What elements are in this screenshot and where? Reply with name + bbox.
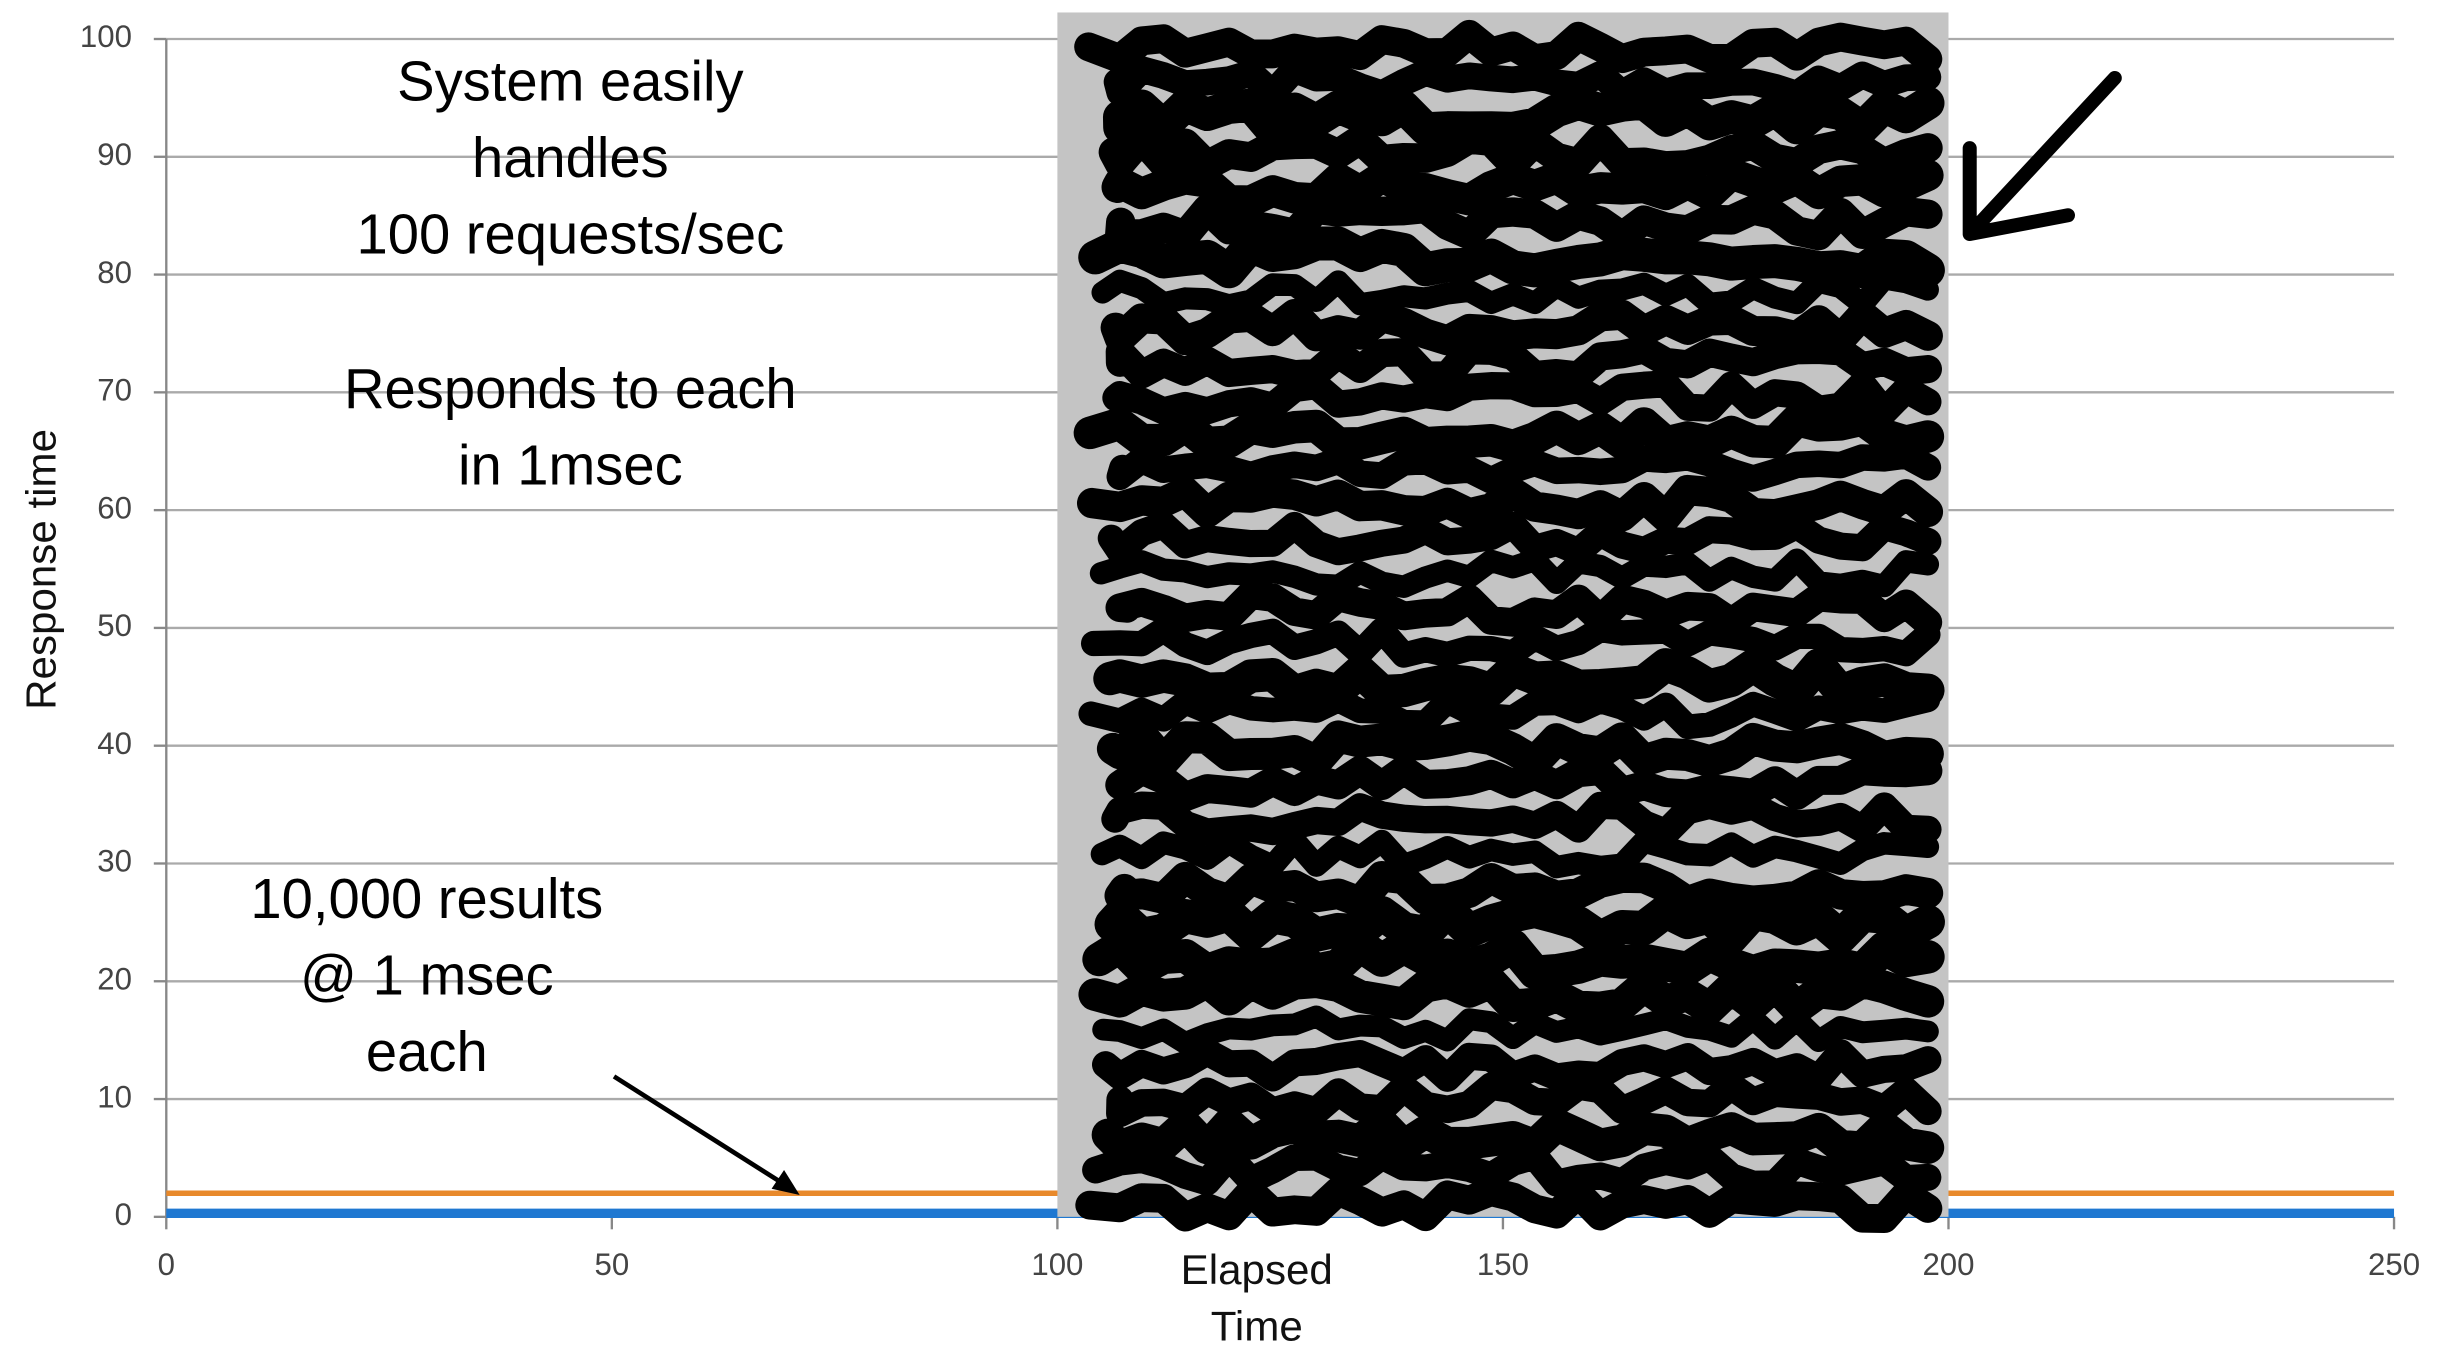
scribble bbox=[1100, 298, 1943, 356]
annotation: each bbox=[366, 1020, 488, 1083]
scribble bbox=[1078, 687, 1941, 740]
x-tick-label: 250 bbox=[2368, 1247, 2420, 1282]
annotation: 100 requests/sec bbox=[357, 203, 785, 266]
scribble bbox=[1078, 226, 1945, 289]
scribble bbox=[1098, 123, 1943, 181]
annotation-arrowhead bbox=[771, 1170, 800, 1195]
scribble bbox=[1097, 511, 1942, 566]
scribble bbox=[1094, 893, 1945, 956]
scribble bbox=[1093, 648, 1945, 709]
y-tick-label: 90 bbox=[97, 137, 132, 172]
scribble bbox=[1089, 548, 1940, 598]
y-tick-label: 30 bbox=[97, 844, 132, 879]
scribble bbox=[1106, 442, 1942, 494]
y-tick-label: 100 bbox=[80, 19, 132, 54]
y-tick-label: 40 bbox=[97, 726, 132, 761]
scribble bbox=[1082, 928, 1945, 990]
scribble bbox=[1091, 1038, 1942, 1092]
scribble bbox=[1102, 370, 1942, 426]
scribble bbox=[1074, 19, 1943, 74]
scribble bbox=[1103, 56, 1942, 108]
scribble bbox=[1082, 1142, 1942, 1198]
x-tick-label: 100 bbox=[1031, 1247, 1083, 1282]
x-axis-label: Elapsed bbox=[1181, 1246, 1333, 1293]
annotation: @ 1 msec bbox=[300, 944, 554, 1007]
scribble bbox=[1105, 755, 1943, 812]
annotation: Responds to each bbox=[344, 357, 797, 420]
scribble bbox=[1096, 719, 1944, 779]
x-tick-label: 50 bbox=[594, 1247, 629, 1282]
x-tick-label: 0 bbox=[158, 1247, 175, 1282]
scribble bbox=[1090, 829, 1940, 879]
scribble bbox=[1092, 1005, 1939, 1054]
scribble bbox=[1105, 335, 1943, 390]
annotation: 10,000 results bbox=[250, 867, 603, 930]
x-axis-label: Time bbox=[1211, 1302, 1303, 1349]
scribble bbox=[1102, 86, 1945, 148]
x-tick-label: 200 bbox=[1922, 1247, 1974, 1282]
scribble bbox=[1101, 158, 1944, 217]
scribble bbox=[1101, 791, 1942, 847]
y-tick-label: 20 bbox=[97, 962, 132, 997]
scribble bbox=[1105, 193, 1943, 251]
scribble bbox=[1078, 965, 1945, 1025]
y-axis-label: Response time bbox=[18, 429, 65, 710]
x-tick-label: 150 bbox=[1477, 1247, 1529, 1282]
y-tick-label: 80 bbox=[97, 255, 132, 290]
annotation: handles bbox=[472, 126, 669, 189]
y-tick-label: 70 bbox=[97, 373, 132, 408]
scribble bbox=[1106, 1072, 1942, 1128]
y-tick-label: 60 bbox=[97, 490, 132, 525]
annotation: in 1msec bbox=[458, 433, 683, 496]
scribble-group bbox=[1073, 19, 1945, 1233]
arrow-scribble bbox=[1962, 70, 2122, 242]
y-tick-label: 50 bbox=[97, 608, 132, 643]
scribble bbox=[1076, 474, 1944, 533]
scribble bbox=[1075, 1176, 1943, 1233]
y-tick-label: 0 bbox=[115, 1197, 132, 1232]
scribble bbox=[1091, 1107, 1945, 1165]
scribble bbox=[1104, 860, 1944, 918]
scribble bbox=[1073, 403, 1945, 463]
y-tick-label: 10 bbox=[97, 1079, 132, 1114]
scribble bbox=[1105, 580, 1943, 637]
annotation-arrow bbox=[612, 1074, 791, 1190]
annotation: System easily bbox=[397, 50, 743, 113]
